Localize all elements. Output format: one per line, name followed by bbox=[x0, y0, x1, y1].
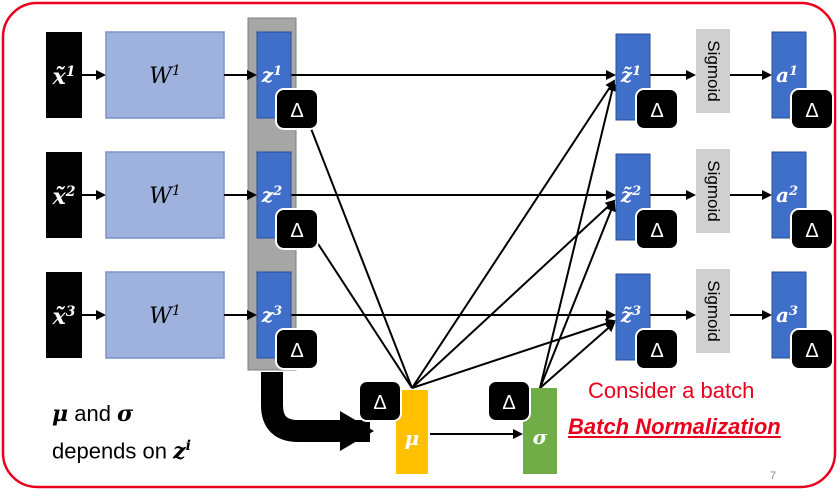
input-label: x̃3 bbox=[52, 304, 76, 330]
input-label: x̃1 bbox=[52, 64, 76, 90]
sigmoid-label: Sigmoid bbox=[704, 40, 723, 101]
mu-to-ztilde-arrow bbox=[411, 318, 616, 389]
svg-text:Δ: Δ bbox=[650, 220, 663, 242]
mu-label: μ bbox=[405, 426, 420, 450]
svg-text:Δ: Δ bbox=[290, 220, 303, 242]
curved-arrow bbox=[261, 372, 374, 451]
a-delta-badge: Δ bbox=[790, 208, 834, 250]
page-number: 7 bbox=[770, 470, 777, 482]
sigmoid-box bbox=[696, 269, 730, 353]
svg-text:Δ: Δ bbox=[373, 392, 386, 414]
z-label: z1 bbox=[261, 63, 282, 87]
svg-text:Δ: Δ bbox=[290, 100, 303, 122]
a-label: a2 bbox=[776, 183, 798, 207]
z-delta-badge: Δ bbox=[275, 208, 319, 250]
input-box bbox=[46, 32, 82, 118]
svg-text:Δ: Δ bbox=[805, 340, 818, 362]
sigmoid-label: Sigmoid bbox=[704, 160, 723, 221]
mu-delta-badge: Δ bbox=[358, 380, 402, 422]
svg-text:Δ: Δ bbox=[805, 100, 818, 122]
mu-sigma-note: μ and σ depends on zi bbox=[52, 401, 191, 465]
z-label: z2 bbox=[261, 183, 282, 207]
a-delta-badge: Δ bbox=[790, 88, 834, 130]
batch-normalization-title: Batch Normalization bbox=[568, 414, 781, 439]
z-tilde-label: z̃1 bbox=[620, 63, 641, 87]
weight-box bbox=[105, 271, 225, 359]
sigmoid-box bbox=[696, 149, 730, 233]
row-3: x̃3 W1 z3 z̃3 Sigmoid a3 Δ Δ Δ bbox=[46, 269, 834, 370]
z1-to-mu-line bbox=[295, 89, 413, 389]
a-delta-badge: Δ bbox=[790, 328, 834, 370]
slide-border bbox=[1, 1, 837, 489]
weight-label: W1 bbox=[149, 63, 181, 89]
sigmoid-box bbox=[696, 29, 730, 113]
row-2: x̃2 W1 z2 z̃2 Sigmoid a2 Δ Δ Δ bbox=[46, 149, 834, 250]
z-label: z3 bbox=[261, 303, 282, 327]
a-label: a1 bbox=[776, 63, 798, 87]
weight-label: W1 bbox=[149, 183, 181, 209]
z-delta-badge: Δ bbox=[275, 88, 319, 130]
consider-batch-text: Consider a batch bbox=[588, 378, 755, 403]
row-1: x̃1 W1 z1 z̃1 Sigmoid a1 Δ Δ Δ bbox=[46, 29, 834, 130]
a-label: a3 bbox=[776, 303, 798, 327]
weight-label: W1 bbox=[149, 303, 181, 329]
svg-text:Δ: Δ bbox=[290, 340, 303, 362]
input-box bbox=[46, 152, 82, 238]
sigma-to-ztilde-arrow bbox=[539, 321, 616, 389]
svg-text:Δ: Δ bbox=[650, 340, 663, 362]
svg-text:Δ: Δ bbox=[805, 220, 818, 242]
weight-box bbox=[105, 31, 225, 119]
z-tilde-label: z̃3 bbox=[620, 303, 641, 327]
z-tilde-delta-badge: Δ bbox=[635, 328, 679, 370]
sigmoid-label: Sigmoid bbox=[704, 280, 723, 341]
mu-to-ztilde-arrow bbox=[411, 199, 616, 389]
z-delta-badge: Δ bbox=[275, 328, 319, 370]
input-label: x̃2 bbox=[52, 184, 76, 210]
svg-text:Δ: Δ bbox=[502, 392, 515, 414]
weight-box bbox=[105, 151, 225, 239]
z-tilde-delta-badge: Δ bbox=[635, 208, 679, 250]
sigma-to-ztilde-arrow bbox=[539, 201, 616, 389]
sigma-label: σ bbox=[533, 425, 548, 449]
z-tilde-delta-badge: Δ bbox=[635, 88, 679, 130]
input-box bbox=[46, 272, 82, 358]
z-tilde-label: z̃2 bbox=[620, 183, 641, 207]
svg-text:Δ: Δ bbox=[650, 100, 663, 122]
sigma-delta-badge: Δ bbox=[487, 380, 531, 422]
mu-to-ztilde-arrow bbox=[411, 79, 616, 389]
